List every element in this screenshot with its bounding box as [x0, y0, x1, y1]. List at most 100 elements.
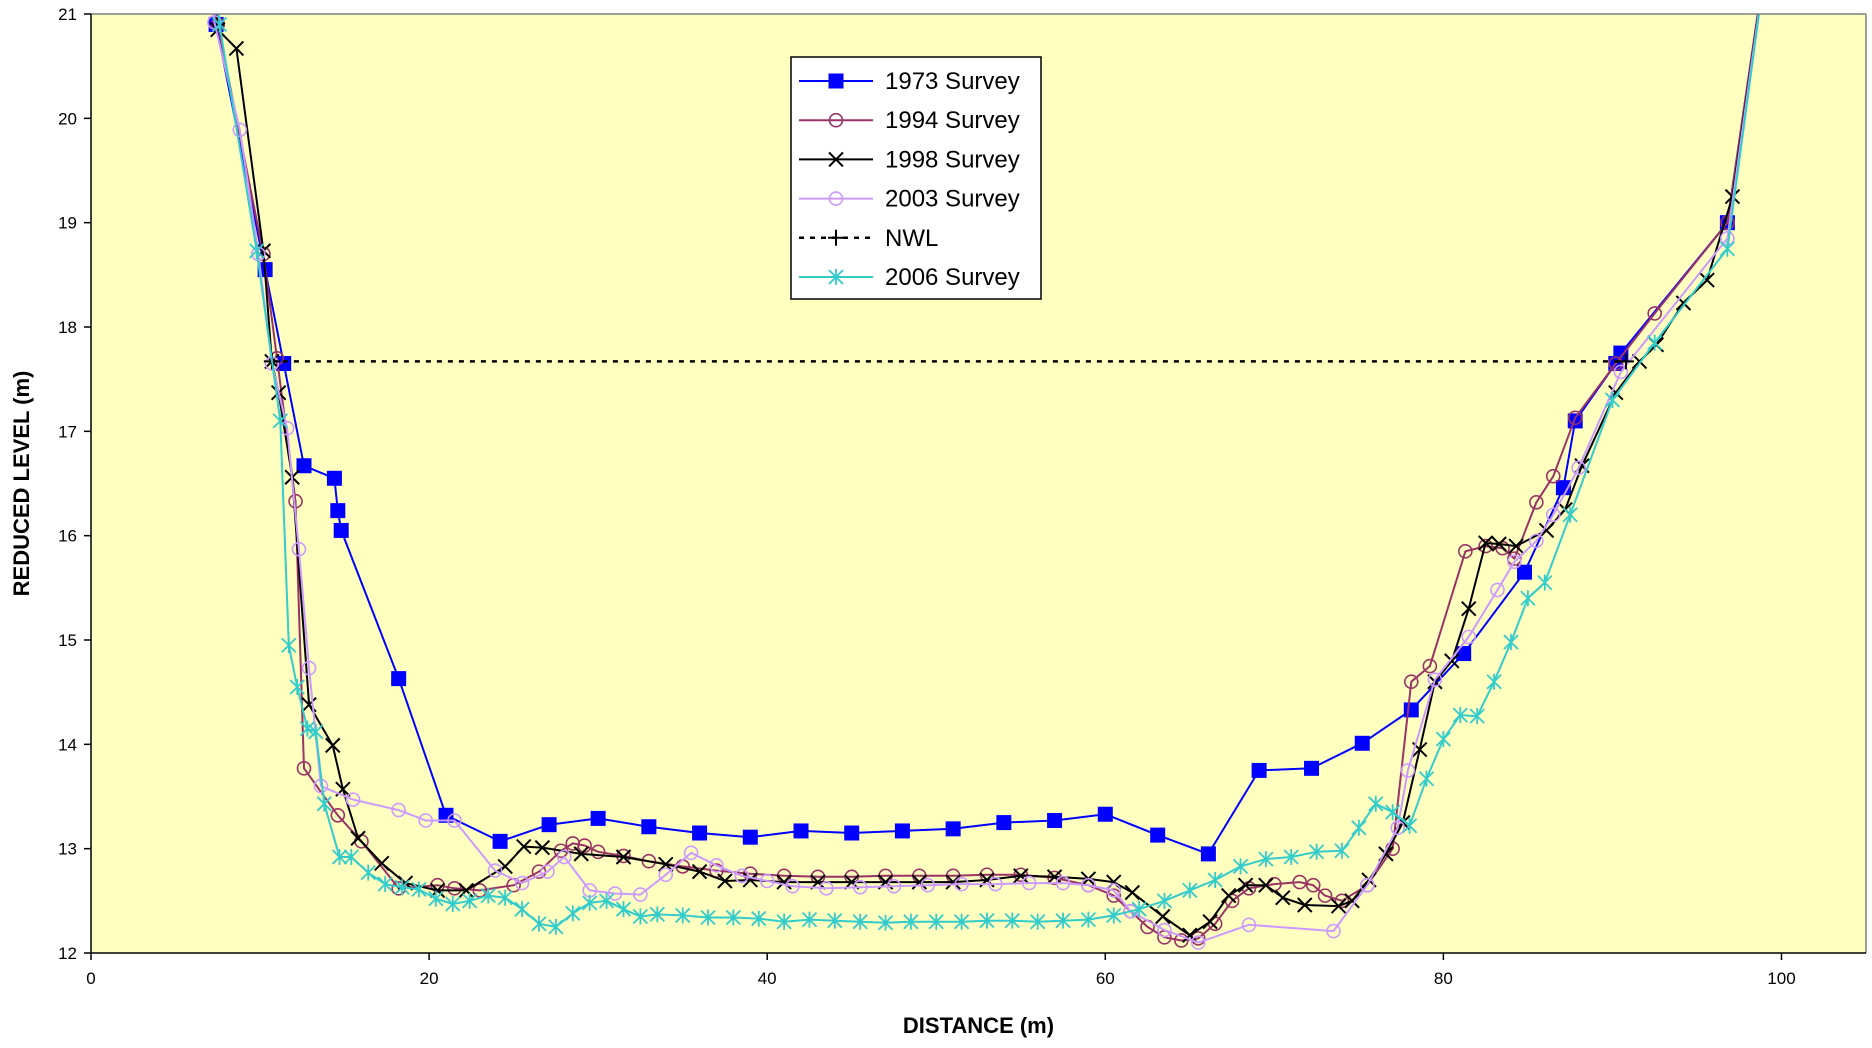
legend-item-1994-survey: 1994 Survey	[799, 107, 1020, 134]
data-point-1998-survey	[1297, 897, 1313, 913]
data-point-1973-survey	[692, 825, 708, 841]
data-point-2003-survey	[557, 849, 572, 865]
data-point-1998-survey	[742, 872, 758, 888]
data-point-2006-survey	[1368, 795, 1384, 812]
data-point-1973-survey	[330, 503, 346, 519]
data-point-1973-survey	[1354, 735, 1370, 751]
data-point-1998-survey	[911, 874, 928, 890]
data-point-1994-survey	[1458, 544, 1473, 559]
data-point-1973-survey	[1150, 827, 1166, 843]
data-point-2006-survey	[1469, 708, 1485, 725]
data-point-1998-survey	[1258, 877, 1274, 893]
data-point-2006-survey	[445, 895, 461, 912]
data-point-1973-survey	[326, 470, 342, 486]
data-point-1998-survey	[350, 830, 366, 846]
legend-swatch-marker	[828, 191, 844, 206]
data-point-2003-survey	[1545, 507, 1561, 523]
data-point-1998-survey	[1046, 869, 1063, 885]
data-point-1973-survey	[1251, 762, 1267, 778]
data-point-2006-survey	[531, 915, 547, 932]
data-point-1994-survey	[1478, 538, 1493, 554]
data-point-2003-survey	[819, 881, 834, 896]
data-point-2003-survey	[487, 863, 503, 878]
legend-item-nwl: NWL	[799, 225, 938, 252]
data-point-2003-survey	[514, 875, 530, 891]
data-point-1973-survey	[333, 522, 349, 538]
data-point-2006-survey	[1080, 911, 1097, 928]
data-point-2006-survey	[1207, 871, 1223, 888]
x-tick-label: 0	[86, 969, 95, 988]
data-point-1998-survey	[658, 856, 674, 873]
legend-label: 1973 Survey	[885, 68, 1020, 95]
x-tick-label: 100	[1767, 969, 1795, 988]
data-point-2006-survey	[1182, 882, 1198, 899]
data-point-2003-survey	[709, 858, 724, 873]
y-tick-label: 19	[58, 214, 77, 233]
legend-label: 2003 Survey	[885, 186, 1020, 213]
data-point-2003-survey	[1461, 629, 1477, 645]
legend-item-1973-survey: 1973 Survey	[799, 68, 1020, 95]
y-tick-label: 12	[58, 944, 77, 963]
data-point-2003-survey	[1390, 820, 1406, 836]
data-point-1998-survey	[945, 874, 961, 890]
data-point-2006-survey	[776, 913, 792, 930]
legend-item-2006-survey: 2006 Survey	[799, 264, 1020, 291]
data-point-1998-survey	[458, 882, 474, 899]
data-point-2006-survey	[249, 242, 265, 259]
legend-box	[790, 56, 1042, 300]
series-2003-survey	[207, 14, 1760, 950]
data-point-2006-survey	[1156, 892, 1173, 909]
legend-label: NWL	[885, 225, 938, 252]
data-point-2003-survey	[232, 122, 248, 138]
data-point-1998-survey	[717, 873, 733, 889]
data-point-1994-survey	[330, 807, 346, 823]
data-point-2006-survey	[411, 881, 427, 898]
data-point-2006-survey	[308, 723, 324, 740]
data-point-1998-survey	[1124, 884, 1141, 901]
data-point-2003-survey	[291, 541, 307, 557]
data-point-1998-survey	[1461, 600, 1477, 617]
legend-label: 1994 Survey	[885, 107, 1020, 134]
data-point-2006-survey	[751, 910, 767, 927]
data-point-2006-survey	[1131, 901, 1147, 918]
x-tick-label: 80	[1434, 969, 1453, 988]
data-point-nwl	[1617, 353, 1634, 370]
data-point-2006-survey	[582, 894, 598, 911]
data-point-2003-survey	[1400, 763, 1416, 778]
data-point-1998-survey	[1155, 908, 1171, 925]
data-point-1994-survey	[447, 881, 462, 896]
data-point-2006-survey	[211, 16, 228, 33]
series-2006-survey	[211, 14, 1760, 935]
legend-item-2003-survey: 2003 Survey	[799, 186, 1020, 213]
data-point-1994-survey	[1305, 877, 1321, 893]
y-tick-label: 17	[58, 422, 77, 441]
data-point-2006-survey	[649, 906, 665, 923]
x-tick-label: 60	[1096, 969, 1115, 988]
series-layer	[207, 14, 1760, 950]
data-point-2003-survey	[988, 876, 1003, 892]
data-point-2006-survey	[1004, 912, 1020, 929]
data-point-2003-survey	[1241, 917, 1257, 933]
data-point-1994-survey	[1317, 888, 1333, 903]
data-point-1994-survey	[1647, 306, 1662, 321]
data-point-2003-survey	[1106, 883, 1122, 898]
data-point-1998-survey	[228, 40, 245, 57]
data-point-1998-survey	[374, 855, 390, 871]
legend-label: 1998 Survey	[885, 146, 1020, 173]
data-point-2006-survey	[480, 887, 496, 904]
data-point-2003-survey	[345, 792, 361, 807]
y-tick-label: 20	[58, 109, 77, 128]
data-point-2006-survey	[928, 913, 944, 930]
data-point-2006-survey	[1604, 392, 1621, 409]
data-point-1973-survey	[945, 821, 961, 837]
data-point-2003-survey	[633, 887, 648, 902]
data-point-2003-survey	[1529, 533, 1544, 549]
data-point-1998-survey	[691, 863, 708, 880]
data-point-2006-survey	[598, 892, 615, 909]
data-point-1973-survey	[391, 671, 407, 687]
data-point-2006-survey	[1503, 634, 1519, 651]
data-point-2003-survey	[301, 660, 317, 676]
data-point-2006-survey	[1719, 240, 1736, 257]
data-point-2006-survey	[1030, 913, 1046, 930]
